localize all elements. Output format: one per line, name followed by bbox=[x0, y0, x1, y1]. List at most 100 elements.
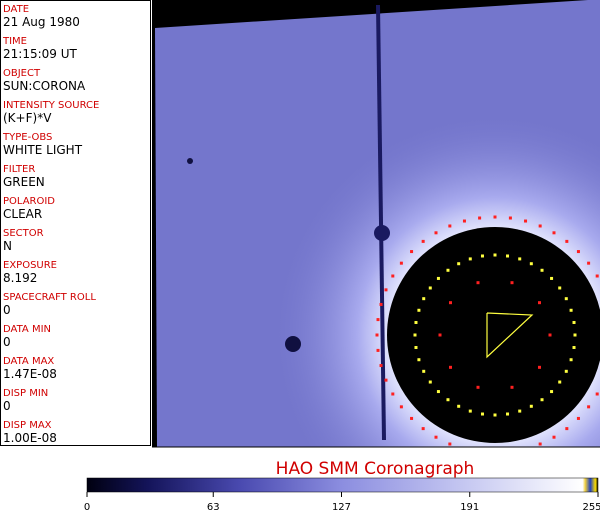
overlay-dot bbox=[508, 216, 512, 220]
field: FILTER GREEN bbox=[3, 164, 45, 189]
overlay-dot bbox=[421, 239, 425, 243]
overlay-dot bbox=[518, 257, 522, 261]
overlay-dot bbox=[417, 308, 421, 312]
overlay-dot bbox=[587, 261, 591, 265]
metadata-panel: DATE 21 Aug 1980 TIME 21:15:09 UT OBJECT SUN:… bbox=[0, 0, 151, 446]
overlay-dot bbox=[529, 262, 533, 266]
overlay-dot bbox=[434, 231, 438, 235]
overlay-dot bbox=[434, 435, 438, 439]
overlay-dot bbox=[376, 348, 380, 352]
field-label: SECTOR bbox=[3, 228, 44, 239]
overlay-dot bbox=[446, 268, 450, 272]
overlay-dot bbox=[518, 409, 522, 413]
overlay-dot bbox=[548, 333, 552, 337]
overlay-dot bbox=[493, 413, 497, 417]
overlay-dot bbox=[438, 333, 442, 337]
overlay-dot bbox=[478, 216, 482, 220]
overlay-dot bbox=[595, 392, 599, 396]
overlay-dot bbox=[414, 320, 418, 324]
overlay-dot bbox=[428, 286, 432, 290]
field: TYPE-OBS WHITE LIGHT bbox=[3, 132, 82, 157]
field: POLAROID CLEAR bbox=[3, 196, 55, 221]
overlay-dot bbox=[550, 276, 554, 280]
overlay-dot bbox=[468, 409, 472, 413]
field-label: TIME bbox=[3, 36, 28, 47]
overlay-dot bbox=[436, 276, 440, 280]
overlay-dot bbox=[468, 257, 472, 261]
overlay-dot bbox=[506, 254, 510, 258]
field-label: OBJECT bbox=[3, 68, 41, 79]
overlay-dot bbox=[399, 261, 403, 265]
overlay-dot bbox=[537, 301, 541, 305]
overlay-dot bbox=[572, 320, 576, 324]
overlay-dot bbox=[506, 412, 510, 416]
overlay-dot bbox=[463, 447, 466, 450]
overlay-dot bbox=[540, 398, 544, 402]
overlay-dot bbox=[410, 416, 414, 420]
overlay-dot bbox=[564, 369, 568, 373]
overlay-dot bbox=[565, 427, 569, 431]
overlay-dot bbox=[510, 385, 514, 389]
field-value: 1.47E-08 bbox=[3, 367, 57, 381]
overlay-dot bbox=[493, 215, 497, 219]
overlay-dot bbox=[552, 231, 556, 235]
field: DISP MIN 0 bbox=[3, 388, 48, 413]
tick-label: 63 bbox=[207, 502, 220, 512]
overlay-dot bbox=[478, 450, 481, 453]
overlay-dot bbox=[413, 333, 417, 337]
field: EXPOSURE 8.192 bbox=[3, 260, 57, 285]
field-label: DISP MAX bbox=[3, 420, 52, 431]
field: TIME 21:15:09 UT bbox=[3, 36, 77, 61]
field: DATE 21 Aug 1980 bbox=[3, 4, 80, 29]
overlay-dot bbox=[410, 250, 414, 254]
overlay-dot bbox=[573, 333, 577, 337]
overlay-dot bbox=[538, 224, 542, 228]
overlay-dot bbox=[540, 268, 544, 272]
field-value: N bbox=[3, 239, 12, 253]
field-value: GREEN bbox=[3, 175, 45, 189]
overlay-dot bbox=[564, 297, 568, 301]
overlay-dot bbox=[449, 301, 453, 305]
field-label: DATA MAX bbox=[3, 356, 55, 367]
field-label: POLAROID bbox=[3, 196, 56, 207]
overlay-dot bbox=[572, 346, 576, 350]
overlay-dot bbox=[494, 452, 497, 455]
overlay-dot bbox=[448, 442, 452, 446]
field-label: EXPOSURE bbox=[3, 260, 58, 271]
overlay-dot bbox=[446, 398, 450, 402]
overlay-dot bbox=[391, 274, 395, 278]
overlay-dot bbox=[558, 380, 562, 384]
field-label: DATE bbox=[3, 4, 30, 15]
overlay-dot bbox=[391, 392, 395, 396]
overlay-dot bbox=[384, 288, 388, 292]
overlay-dot bbox=[550, 390, 554, 394]
field-value: CLEAR bbox=[3, 207, 43, 221]
overlay-dot bbox=[457, 262, 461, 266]
overlay-dot bbox=[569, 308, 573, 312]
overlay-dot bbox=[417, 358, 421, 362]
overlay-dot bbox=[399, 405, 403, 409]
tick-label: 255 bbox=[582, 502, 600, 512]
field-value: 8.192 bbox=[3, 271, 38, 285]
field-value: 1.00E-08 bbox=[3, 431, 57, 445]
overlay-dot bbox=[476, 385, 480, 389]
overlay-dot bbox=[476, 281, 480, 285]
overlay-dot bbox=[428, 380, 432, 384]
title: HAO SMM Coronagraph bbox=[276, 459, 475, 479]
overlay-dot bbox=[576, 416, 580, 420]
overlay-dot bbox=[569, 358, 573, 362]
overlay-dot bbox=[480, 412, 484, 416]
field: SECTOR N bbox=[3, 228, 44, 253]
field-label: SPACECRAFT ROLL bbox=[3, 292, 96, 303]
overlay-dot bbox=[595, 274, 599, 278]
field-label: DISP MIN bbox=[3, 388, 49, 399]
overlay-dot bbox=[448, 224, 452, 228]
overlay-dot bbox=[493, 253, 497, 257]
overlay-dot bbox=[375, 333, 379, 337]
field-value: 0 bbox=[3, 399, 11, 413]
field-value: 0 bbox=[3, 335, 11, 349]
tick-label: 0 bbox=[84, 502, 90, 512]
field: INTENSITY SOURCE (K+F)*V bbox=[3, 100, 99, 125]
